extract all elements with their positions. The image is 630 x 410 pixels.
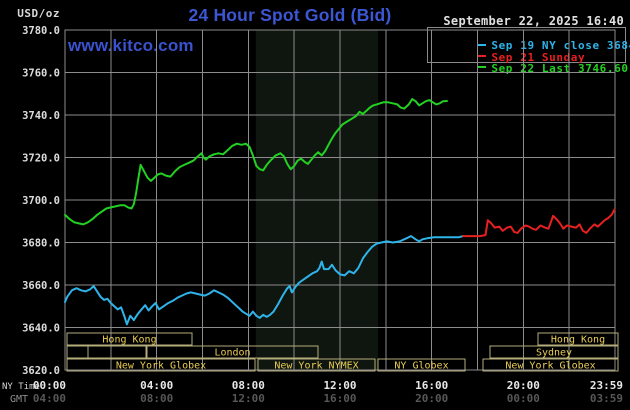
legend-item-sep22: Sep 22 Last 3746.60 [434,52,628,74]
x-axis-tick-gmt: 12:00 [232,392,265,405]
session-box [66,332,193,346]
session-box [482,358,619,372]
session-box [87,345,147,359]
y-axis-tick: 3700.0 [22,195,60,207]
y-axis-tick: 3620.0 [22,365,60,377]
x-axis-tick-ny: 12:00 [323,379,356,392]
legend-item-sep21: Sep 21 Sunday [434,40,625,63]
session-box [257,358,376,372]
session-label: Hong Kong [551,335,605,346]
legend-item-sep19: Sep 19 NY close 3684.00 [434,29,630,51]
legend-box: Sep 19 NY close 3684.00 Sep 21 Sunday Se… [427,27,630,74]
session-label: New York Globex [505,361,595,372]
x-axis-tick-gmt: 04:00 [33,392,66,405]
x-axis-tick-gmt: 16:00 [323,392,356,405]
x-axis-tick-gmt: 08:00 [140,392,173,405]
legend-item-label: Sep 22 Last 3746.60 [491,61,629,75]
y-axis-tick: 3760.0 [22,68,60,80]
y-axis-tick: 3720.0 [22,153,60,165]
session-box [489,345,619,359]
series-sep22-line [64,98,448,226]
session-box [146,345,319,359]
x-axis-tick-ny: 23:59 [590,379,623,392]
x-axis-tick-ny: 08:00 [232,379,265,392]
session-box [377,358,466,372]
y-axis-tick: 3640.0 [22,323,60,335]
x-axis-tick-ny: 00:00 [33,379,66,392]
x-axis-tick-gmt: 03:59 [590,392,623,405]
y-axis-tick: 3660.0 [22,280,60,292]
y-axis-tick: 3680.0 [22,238,60,250]
session-label: New York Globex [116,361,206,372]
series-sep19-line [64,235,465,326]
kitco-watermark-link[interactable]: www.kitco.com [68,36,194,55]
plot-border [64,29,616,371]
sep19-line-swatch [477,43,487,46]
page-title: 24 Hour Spot Gold (Bid) [188,5,392,25]
session-label: New York NYMEX [274,361,358,372]
legend-item-label: Sep 21 Sunday [491,50,586,64]
y-axis-tick: 3740.0 [22,110,60,122]
x-axis-tick-ny: 04:00 [140,379,173,392]
legend-item-label: Sep 19 NY close 3684.00 [491,39,630,53]
session-box [537,332,619,346]
sep22-line-swatch [477,66,487,69]
x-axis-tick-gmt: 00:00 [507,392,540,405]
gmt-axis-label: GMT [10,394,28,405]
session-box [66,358,256,372]
x-axis-tick-gmt: 20:00 [415,392,448,405]
y-axis-tick: 3780.0 [22,25,60,37]
y-axis-units-label: USD/oz [17,7,60,20]
chart-datetime: September 22, 2025 16:40 [443,14,624,28]
session-label: Hong Kong [102,335,156,346]
ny-time-axis-label: NY Time [2,382,40,392]
session-box [66,345,89,359]
session-label: Sydney [536,348,572,359]
x-axis-tick-ny: 16:00 [415,379,448,392]
x-axis-tick-ny: 20:00 [507,379,540,392]
session-label: NY Globex [394,361,448,372]
session-label: London [214,348,250,359]
sep21-line-swatch [477,55,487,58]
series-sep21-line [462,208,616,238]
